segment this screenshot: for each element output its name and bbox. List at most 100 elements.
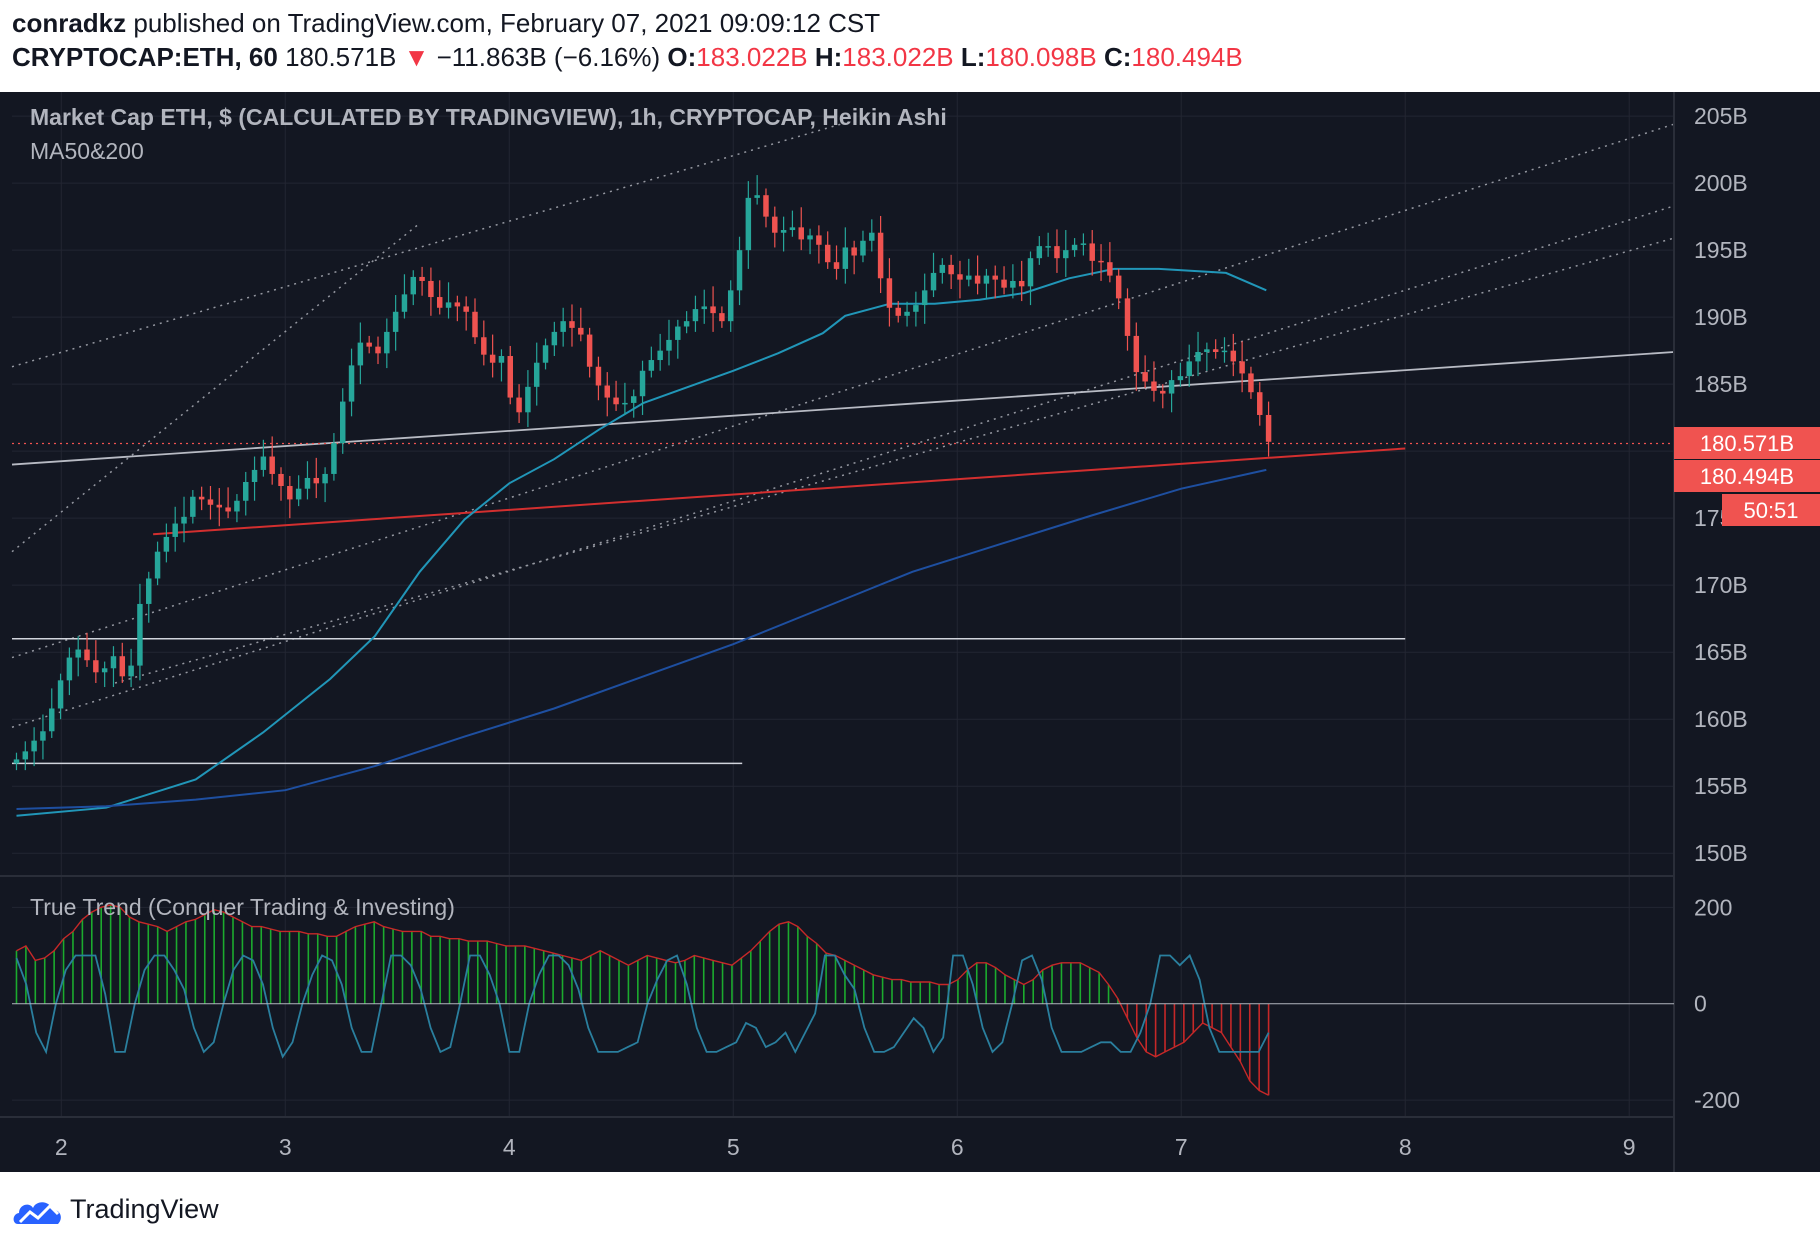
- candle-body: [1045, 246, 1051, 248]
- candle-body: [1036, 246, 1043, 259]
- candle-body: [877, 232, 884, 279]
- candle-body: [578, 327, 584, 335]
- candle-body: [1248, 373, 1254, 393]
- candle-body: [542, 345, 549, 363]
- close-price-tag: 180.494B: [1700, 464, 1794, 489]
- countdown-tag-bg: [1722, 494, 1820, 526]
- candle-body: [886, 278, 893, 308]
- candle-body: [1142, 372, 1148, 382]
- tradingview-brand[interactable]: TradingView: [70, 1194, 219, 1224]
- candle-body: [551, 331, 558, 346]
- candle-body: [719, 313, 725, 322]
- candle-body: [1115, 275, 1122, 299]
- candle-body: [983, 275, 990, 284]
- x-tick-label: 8: [1399, 1134, 1412, 1160]
- candle-body: [1186, 361, 1192, 377]
- candle-body: [1124, 298, 1131, 336]
- candle-body: [348, 365, 355, 402]
- y-tick-label: 160B: [1694, 706, 1748, 732]
- candle-body: [1071, 244, 1078, 251]
- candle-body: [789, 227, 796, 231]
- ind-tick-label: 0: [1694, 991, 1707, 1017]
- candle-body: [763, 195, 769, 217]
- candle-body: [339, 401, 346, 444]
- ma-legend[interactable]: MA50&200: [30, 138, 144, 164]
- candle-body: [481, 337, 487, 355]
- candle-body: [366, 342, 372, 347]
- price-chart[interactable]: 23456789150B155B160B165B170B175B180B185B…: [0, 92, 1820, 1172]
- candle-body: [31, 740, 37, 752]
- candle-body: [1018, 280, 1025, 287]
- candle-body: [533, 362, 540, 387]
- candle-body: [569, 321, 575, 328]
- y-tick-label: 150B: [1694, 840, 1748, 866]
- symbol-label: CRYPTOCAP:ETH, 60: [12, 42, 278, 72]
- candle-body: [639, 370, 646, 397]
- candle-body: [331, 443, 337, 474]
- y-tick-label: 195B: [1694, 237, 1748, 263]
- close-price-tag-bg: [1674, 460, 1820, 492]
- candle-body: [207, 499, 214, 505]
- candle-body: [295, 488, 302, 500]
- candle-body: [322, 473, 328, 484]
- candle-body: [604, 385, 610, 398]
- candle-body: [824, 244, 831, 263]
- candle-body: [1001, 279, 1007, 288]
- candle-body: [692, 309, 699, 322]
- candle-body: [1204, 349, 1210, 352]
- candle-body: [410, 276, 417, 295]
- candle-body: [930, 272, 937, 291]
- candle-body: [701, 306, 707, 310]
- published-text: published on TradingView.com, February 0…: [133, 8, 881, 38]
- last-value: 180.571B: [285, 42, 397, 72]
- candle-body: [463, 306, 469, 312]
- candle-body: [1027, 258, 1034, 287]
- candle-body: [595, 366, 602, 386]
- candle-body: [974, 275, 981, 284]
- publish-line: conradkz published on TradingView.com, F…: [12, 8, 880, 39]
- candle-body: [93, 660, 99, 673]
- open-label: O:: [667, 42, 697, 72]
- trendline-dotted: [114, 237, 1675, 684]
- candle-body: [154, 551, 161, 579]
- candle-body: [710, 306, 716, 314]
- candle-body: [657, 350, 663, 361]
- chart-legend-title[interactable]: Market Cap ETH, $ (CALCULATED BY TRADING…: [30, 104, 947, 130]
- y-tick-label: 170B: [1694, 572, 1748, 598]
- price-tags: 180.571B 180.494B 50:51: [1674, 427, 1820, 526]
- candle-body: [860, 240, 866, 256]
- low-value: 180.098B: [985, 42, 1097, 72]
- candle-body: [675, 326, 681, 340]
- candle-body: [384, 331, 390, 354]
- candles: [13, 175, 1272, 771]
- candle-body: [428, 280, 434, 298]
- ma50-line: [16, 267, 1267, 817]
- author-name[interactable]: conradkz: [12, 8, 127, 38]
- x-tick-label: 4: [503, 1134, 516, 1160]
- candle-body: [445, 302, 452, 308]
- candle-body: [287, 486, 293, 500]
- candle-body: [895, 307, 901, 316]
- high-value: 183.022B: [842, 42, 954, 72]
- candle-body: [225, 507, 231, 512]
- last-price-tag: 180.571B: [1700, 431, 1794, 456]
- countdown-tag: 50:51: [1743, 498, 1798, 523]
- price-axis-bg: [1675, 92, 1820, 1172]
- candle-body: [683, 321, 690, 327]
- candle-body: [216, 504, 223, 508]
- true-trend-indicator: [15, 904, 1270, 1096]
- candle-body: [181, 516, 187, 524]
- candle-body: [1107, 262, 1113, 276]
- candle-body: [392, 311, 399, 332]
- candle-body: [49, 708, 55, 732]
- candle-body: [40, 731, 46, 741]
- candle-body: [190, 496, 196, 517]
- candle-body: [745, 197, 752, 251]
- moving-averages: [16, 267, 1267, 817]
- candle-body: [146, 578, 152, 604]
- candle-body: [304, 477, 311, 489]
- chart-area[interactable]: 23456789150B155B160B165B170B175B180B185B…: [0, 92, 1820, 1172]
- x-tick-label: 3: [279, 1134, 292, 1160]
- candle-body: [921, 290, 928, 306]
- indicator-legend[interactable]: True Trend (Conquer Trading & Investing): [30, 894, 455, 920]
